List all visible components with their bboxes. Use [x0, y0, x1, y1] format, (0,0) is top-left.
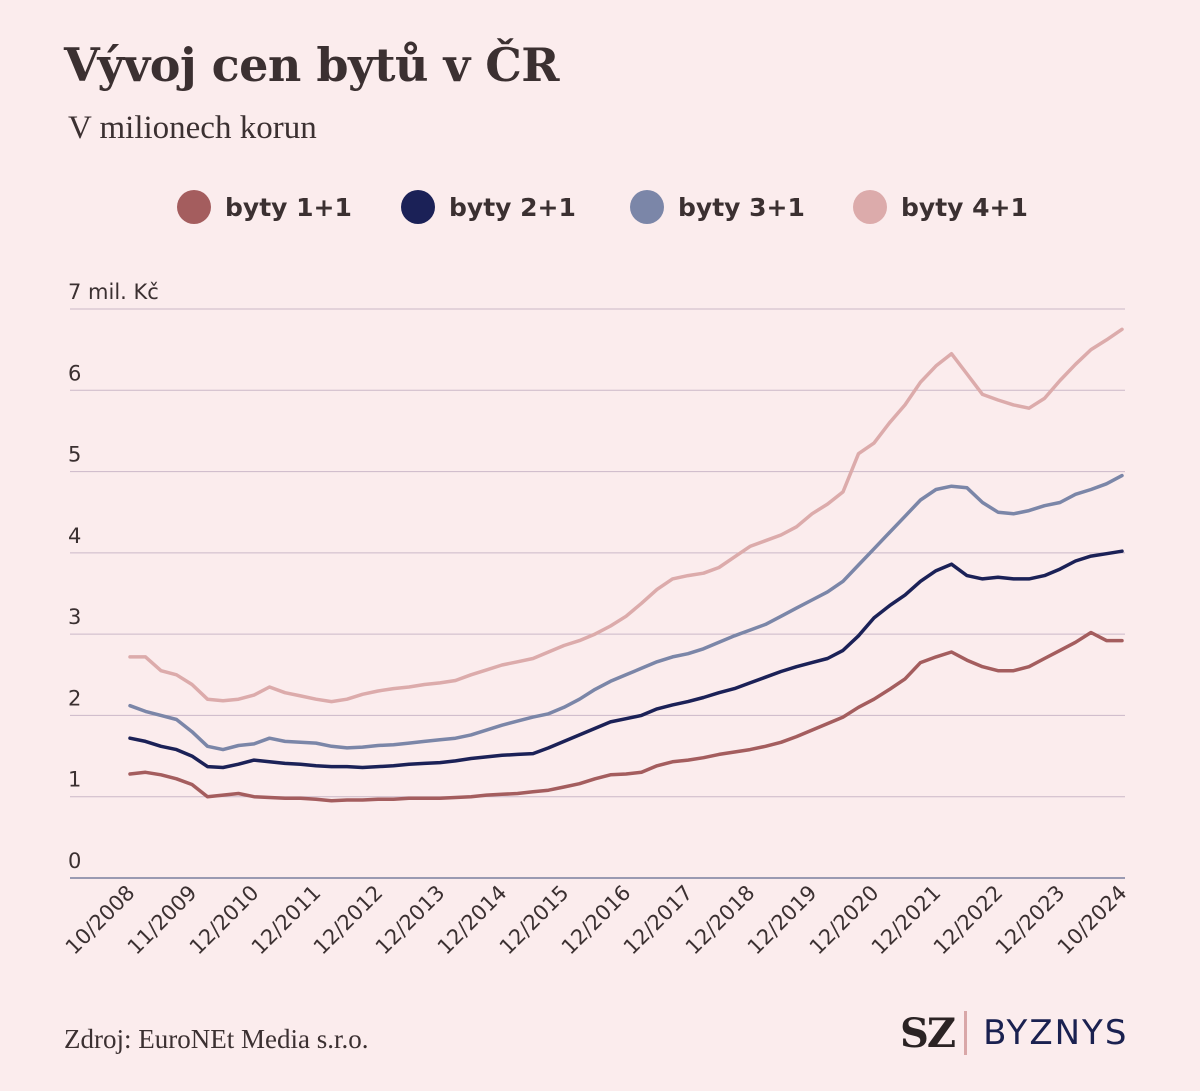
y-tick-label: 0	[68, 849, 81, 873]
series-line-byty-3-1	[128, 473, 1124, 752]
brand-divider	[964, 1011, 968, 1055]
legend-swatch-byty-3-1	[630, 190, 664, 224]
series-line-byty-2-1	[128, 549, 1124, 770]
brand-section: BYZNYS	[983, 1013, 1129, 1053]
x-tick-label: 10/2024	[1053, 881, 1132, 960]
legend-swatch-byty-1-1	[177, 190, 211, 224]
series-line-byty-1-1	[128, 630, 1124, 803]
legend-item-byty-4-1[interactable]: byty 4+1	[853, 190, 1028, 224]
y-tick-label: 4	[68, 524, 81, 548]
legend-item-byty-2-1[interactable]: byty 2+1	[401, 190, 576, 224]
y-tick-label: 5	[68, 443, 81, 467]
legend-item-byty-1-1[interactable]: byty 1+1	[177, 190, 352, 224]
legend-item-byty-3-1[interactable]: byty 3+1	[630, 190, 805, 224]
legend-label-byty-4-1: byty 4+1	[901, 192, 1028, 222]
chart-subtitle: V milionech korun	[68, 110, 317, 146]
chart-title: Vývoj cen bytů v ČR	[64, 38, 560, 92]
legend-label-byty-1-1: byty 1+1	[225, 192, 352, 222]
legend-swatch-byty-4-1	[853, 190, 887, 224]
legend-label-byty-2-1: byty 2+1	[449, 192, 576, 222]
legend: byty 1+1 byty 2+1 byty 3+1 byty 4+1	[0, 190, 1200, 240]
y-tick-label: 6	[68, 361, 81, 385]
legend-label-byty-3-1: byty 3+1	[678, 192, 805, 222]
legend-swatch-byty-2-1	[401, 190, 435, 224]
series-line-byty-4-1	[128, 327, 1124, 704]
y-tick-label: 7 mil. Kč	[68, 280, 159, 304]
y-tick-label: 3	[68, 605, 81, 629]
source-note: Zdroj: EuroNEt Media s.r.o.	[64, 1024, 369, 1054]
brand-mark: SZ	[900, 1009, 956, 1057]
brand-logo: SZ BYZNYS	[900, 1008, 1128, 1058]
y-tick-label: 1	[68, 768, 81, 792]
y-tick-label: 2	[68, 686, 81, 710]
